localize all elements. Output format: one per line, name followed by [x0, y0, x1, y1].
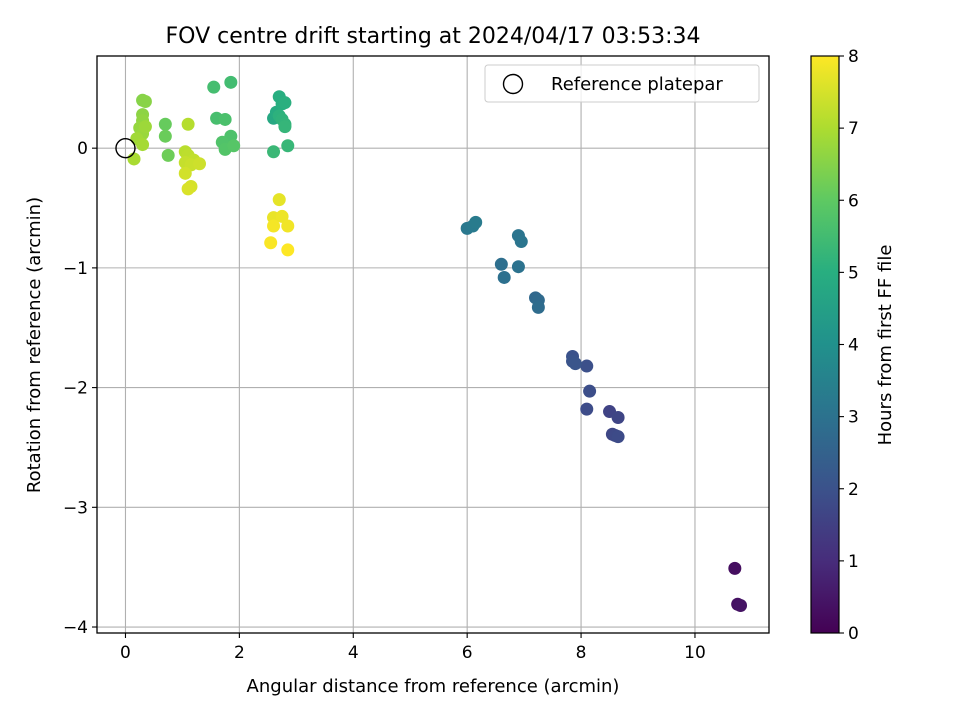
colorbar-tick-label: 4: [848, 336, 859, 356]
reference-platepar-marker: [115, 137, 136, 159]
data-point: [281, 219, 295, 233]
data-point: [275, 209, 289, 223]
legend-box: [484, 64, 760, 103]
data-point: [158, 129, 172, 143]
colorbar-ticks: 0 1 2 3 4 5 6 7 8: [839, 47, 859, 644]
data-point: [494, 257, 508, 271]
y-axis-label: Rotation from reference (arcmin): [24, 197, 45, 493]
legend: Reference platepar: [484, 64, 760, 103]
data-point: [272, 193, 286, 207]
data-point: [158, 117, 172, 131]
data-point: [497, 270, 511, 284]
data-point: [583, 384, 597, 398]
data-point: [127, 152, 141, 166]
data-point: [136, 138, 150, 152]
data-point: [514, 235, 528, 249]
x-tick-label: 8: [576, 643, 587, 663]
data-point: [267, 145, 281, 159]
x-tick-label: 0: [120, 643, 131, 663]
chart-title: FOV centre drift starting at 2024/04/17 …: [166, 24, 701, 49]
y-axis-ticks: 0 −1 −2 −3 −4: [63, 139, 97, 638]
x-tick-label: 10: [684, 643, 706, 663]
data-point: [138, 94, 152, 108]
colorbar-tick-label: 8: [848, 47, 859, 67]
data-point: [511, 260, 525, 274]
colorbar-gradient: [811, 56, 839, 633]
data-point: [580, 359, 594, 373]
data-point: [469, 215, 483, 229]
data-point: [224, 75, 238, 89]
data-point: [178, 166, 192, 180]
data-point: [193, 157, 207, 171]
data-point: [281, 139, 295, 153]
y-tick-label: −2: [63, 379, 88, 399]
data-point: [580, 402, 594, 416]
data-point: [138, 120, 152, 134]
data-point: [207, 80, 221, 94]
colorbar: 0 1 2 3 4 5 6 7 8 Hours from first FF file: [810, 47, 896, 644]
y-tick-label: 0: [77, 139, 88, 159]
legend-label: Reference platepar: [551, 74, 723, 95]
colorbar-tick-label: 5: [848, 263, 859, 283]
x-axis-label: Angular distance from reference (arcmin): [247, 676, 620, 697]
x-axis-ticks: 0 2 4 6 8 10: [120, 633, 706, 663]
colorbar-tick-label: 2: [848, 480, 859, 500]
legend-marker-open-circle: [502, 73, 524, 95]
data-point: [181, 117, 195, 131]
y-tick-label: −1: [63, 259, 88, 279]
data-point: [611, 430, 625, 444]
grid: [97, 56, 769, 633]
x-tick-label: 6: [462, 643, 473, 663]
data-point: [611, 411, 625, 425]
colorbar-tick-label: 1: [848, 552, 859, 572]
colorbar-label: Hours from first FF file: [875, 245, 896, 446]
data-points: [115, 75, 748, 612]
data-point: [227, 139, 241, 153]
data-point: [264, 236, 278, 250]
colorbar-tick-label: 7: [848, 119, 859, 139]
data-point: [531, 300, 545, 314]
data-point: [181, 182, 195, 196]
data-point: [278, 120, 292, 134]
y-tick-label: −3: [63, 498, 88, 518]
colorbar-tick-label: 3: [848, 408, 859, 428]
data-point: [267, 219, 281, 233]
data-point: [728, 561, 742, 575]
data-point: [218, 112, 232, 126]
data-point: [281, 243, 295, 257]
x-tick-label: 2: [234, 643, 245, 663]
colorbar-tick-label: 6: [848, 191, 859, 211]
x-tick-label: 4: [348, 643, 359, 663]
data-point: [161, 148, 175, 162]
y-tick-label: −4: [63, 618, 88, 638]
data-point: [568, 357, 582, 371]
colorbar-tick-label: 0: [848, 624, 859, 644]
data-point: [278, 96, 292, 110]
data-point: [734, 598, 748, 612]
plot-frame: [96, 55, 770, 634]
